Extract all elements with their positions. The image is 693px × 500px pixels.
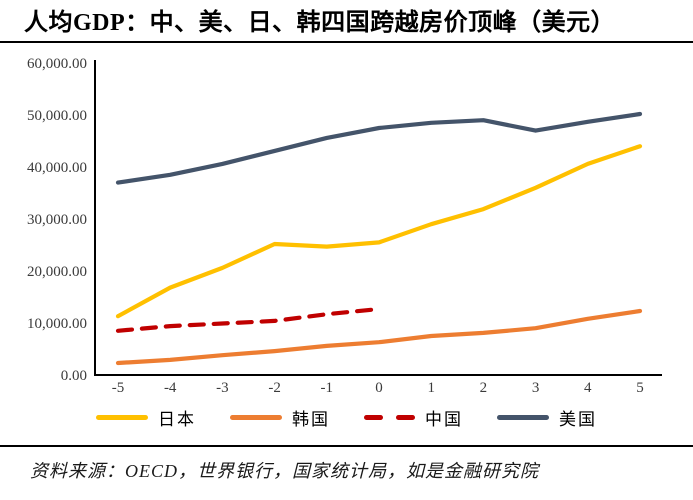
legend-dashed-line-swatch xyxy=(364,414,415,420)
y-tick-label: 60,000.00 xyxy=(27,56,87,72)
y-tick-label: 40,000.00 xyxy=(27,160,87,176)
x-tick-label: -4 xyxy=(164,380,177,396)
series-line xyxy=(115,308,643,366)
y-tick-label: 30,000.00 xyxy=(27,212,87,228)
chart-legend: 日本 韩国 中国 美国 xyxy=(0,403,693,431)
source-note: 资料来源：OECD，世界银行，国家统计局，如是金融研究院 xyxy=(30,461,539,481)
series-line xyxy=(115,144,643,319)
legend-label: 中国 xyxy=(425,409,463,429)
x-tick-label: 0 xyxy=(375,380,383,396)
chart-title: 人均GDP：中、美、日、韩四国跨越房价顶峰（美元） xyxy=(24,10,616,36)
x-tick-label: -3 xyxy=(216,380,229,396)
y-tick-label: 50,000.00 xyxy=(27,108,87,124)
legend-line-swatch xyxy=(497,414,549,420)
x-tick-label: 3 xyxy=(532,380,540,396)
legend-line-swatch xyxy=(96,414,148,420)
title-divider xyxy=(0,41,693,43)
y-tick-label: 0.00 xyxy=(61,368,87,384)
x-tick-label: -2 xyxy=(268,380,281,396)
source-divider xyxy=(0,445,693,447)
legend-label: 日本 xyxy=(158,409,196,429)
legend-item: 美国 xyxy=(497,405,597,430)
legend-item: 中国 xyxy=(364,405,463,430)
x-tick-label: 1 xyxy=(427,380,435,396)
x-tick-label: 4 xyxy=(584,380,592,396)
y-tick-label: 10,000.00 xyxy=(27,316,87,332)
y-tick-label: 20,000.00 xyxy=(27,264,87,280)
series-line xyxy=(115,111,643,185)
legend-item: 日本 xyxy=(96,405,196,430)
legend-label: 美国 xyxy=(559,409,597,429)
x-tick-label: 2 xyxy=(480,380,488,396)
series-line xyxy=(115,306,382,333)
legend-line-swatch xyxy=(230,414,282,420)
legend-item: 韩国 xyxy=(230,405,330,430)
x-tick-label: -1 xyxy=(321,380,334,396)
legend-label: 韩国 xyxy=(292,409,330,429)
chart-svg: 0.00 10,000.00 20,000.00 30,000.00 40,000.00… xyxy=(27,56,662,396)
x-tick-label: 5 xyxy=(636,380,644,396)
x-tick-label: -5 xyxy=(112,380,125,396)
